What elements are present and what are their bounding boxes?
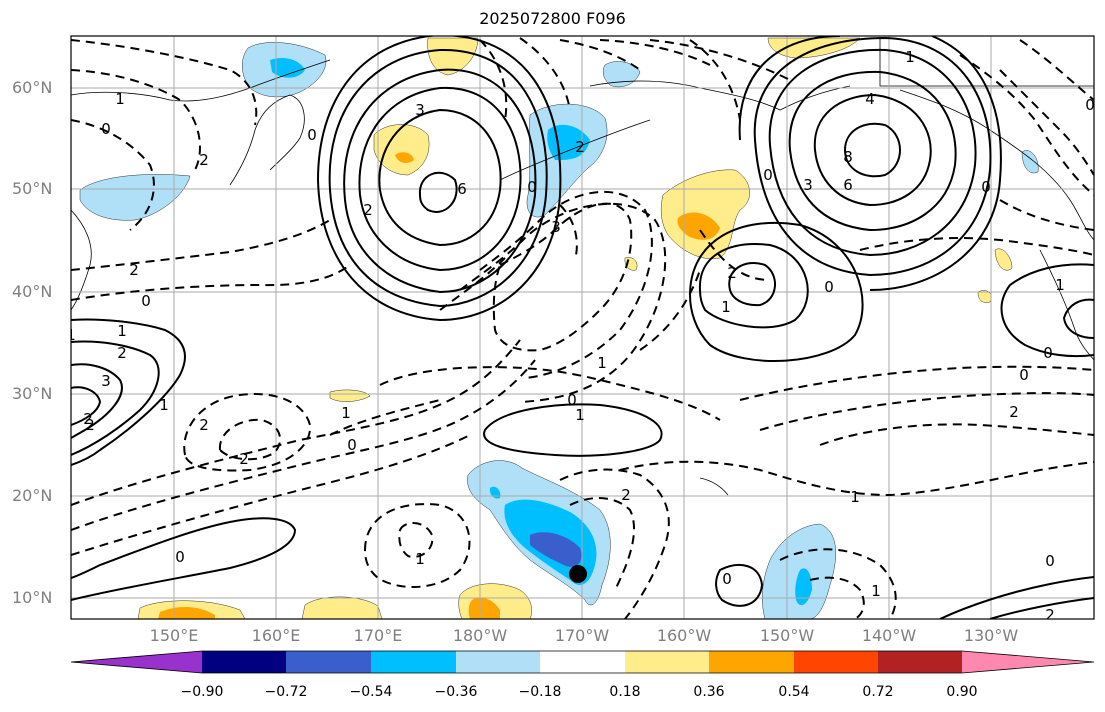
lat-label: 30°N (12, 384, 53, 403)
contour-label: 0 (141, 292, 151, 310)
lon-label: 140°W (861, 626, 917, 645)
plot-frame (70, 35, 1095, 620)
map-title: 2025072800 F096 (479, 9, 626, 28)
lon-label: 170°W (554, 626, 610, 645)
colorbar-extend-low (71, 651, 202, 673)
colorbar-outline (70, 650, 1095, 674)
lon-label: 160°W (656, 626, 712, 645)
contour-label: 1 (871, 582, 881, 600)
contour-label: 1 (341, 404, 351, 422)
colorbar-tick-label: 0.72 (862, 684, 894, 700)
contour-label: 0 (981, 178, 991, 196)
colorbar-segment (371, 651, 456, 673)
contour-label: 0 (307, 126, 317, 144)
contour-label: 8 (843, 148, 853, 166)
contour-label: 1 (117, 322, 127, 340)
colorbar-extend-high (962, 651, 1094, 673)
contour-label: 2 (83, 410, 93, 428)
contour-label: 3 (803, 176, 813, 194)
storm-center-marker (569, 565, 587, 583)
contour-label: 0 (347, 436, 357, 454)
contour-label: 3 (415, 101, 425, 119)
colorbar-tick-label: −0.90 (180, 684, 224, 700)
contour-label: 1 (115, 90, 125, 108)
lon-label: 150°E (149, 626, 199, 645)
contour-label: 1 (721, 298, 731, 316)
lat-label: 60°N (12, 78, 53, 97)
contour-label: 6 (843, 176, 853, 194)
contour-label: 1 (415, 550, 425, 568)
colorbar-segment (456, 651, 540, 673)
colorbar-segment (625, 651, 709, 673)
contour-label: 2 (199, 416, 209, 434)
plot-area: 3 6 2 2 0 3 4 8 6 3 0 2 1 0 2 1 0 1 2 3 … (66, 36, 1095, 624)
contour-label: 0 (722, 570, 732, 588)
contour-label: 0 (763, 166, 773, 184)
lat-label: 20°N (12, 486, 53, 505)
colorbar-segment (286, 651, 371, 673)
contour-label: 2 (575, 138, 585, 156)
contour-label: 3 (101, 372, 111, 390)
solid-contours (71, 36, 1094, 619)
contour-label: 1 (159, 396, 169, 414)
colorbar-tick-label: 0.18 (609, 684, 641, 700)
contour-label: 1 (66, 326, 76, 344)
colorbar-tick-label: 0.36 (693, 684, 725, 700)
graticule (71, 36, 1094, 619)
contour-label: 2 (85, 416, 95, 434)
lat-label: 50°N (12, 179, 53, 198)
contour-label: 2 (727, 264, 737, 282)
contour-label: 2 (129, 261, 139, 279)
lon-label: 180°W (452, 626, 508, 645)
lon-label: 150°W (759, 626, 815, 645)
colorbar (70, 650, 1095, 674)
lon-label: 170°E (353, 626, 403, 645)
lon-label: 130°W (963, 626, 1019, 645)
contour-label: 0 (1045, 552, 1055, 570)
lat-label: 40°N (12, 282, 53, 301)
contour-label: 1 (1055, 276, 1065, 294)
contour-label: 2 (117, 344, 127, 362)
contour-label: 1 (905, 48, 915, 66)
contour-label: 0 (824, 278, 834, 296)
contour-label: 0 (1085, 96, 1095, 114)
contour-label: 2 (1009, 403, 1019, 421)
contour-label: 1 (850, 488, 860, 506)
colorbar-segment (794, 651, 878, 673)
shading-layer (79, 37, 1039, 619)
contour-label: 6 (457, 180, 467, 198)
contour-label: 3 (551, 218, 561, 236)
contour-label: 2 (363, 201, 373, 219)
contour-label: 2 (1045, 606, 1055, 624)
contour-label: 0 (567, 391, 577, 409)
dashed-contours (71, 37, 1094, 619)
contour-label-layer: 3 6 2 2 0 3 4 8 6 3 0 2 1 0 2 1 0 1 2 3 … (66, 48, 1095, 624)
colorbar-segment (202, 651, 286, 673)
contour-label: 2 (199, 151, 209, 169)
contour-label: 2 (621, 486, 631, 504)
colorbar-tick-label: −0.54 (349, 684, 393, 700)
contour-label: 0 (1043, 344, 1053, 362)
contour-label: 2 (239, 450, 249, 468)
colorbar-segment (878, 651, 962, 673)
contour-label: 4 (865, 90, 875, 108)
colorbar-tick-label: −0.72 (264, 684, 308, 700)
lon-label: 160°E (251, 626, 301, 645)
contour-label: 1 (575, 406, 585, 424)
lat-label: 10°N (12, 588, 53, 607)
contour-label: 0 (1019, 366, 1029, 384)
colorbar-segment (709, 651, 794, 673)
colorbar-tick-label: 0.90 (946, 684, 978, 700)
colorbar-segment (540, 651, 625, 673)
contour-label: 0 (527, 178, 537, 196)
contour-label: 0 (175, 548, 185, 566)
colorbar-tick-label: −0.36 (434, 684, 478, 700)
contour-label: 0 (101, 120, 111, 138)
colorbar-tick-label: 0.54 (778, 684, 810, 700)
contour-label: 1 (597, 354, 607, 372)
colorbar-tick-label: −0.18 (518, 684, 562, 700)
